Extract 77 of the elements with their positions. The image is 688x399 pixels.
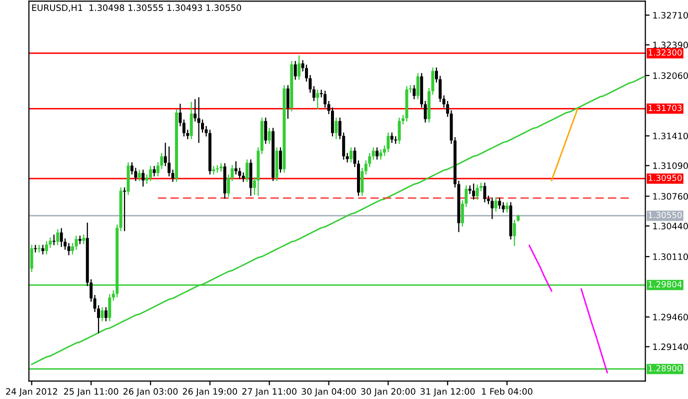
line-series bbox=[550, 108, 578, 182]
y-tick-label: 1.29460 bbox=[653, 314, 688, 320]
candlestick bbox=[316, 90, 320, 110]
candlestick bbox=[45, 241, 48, 254]
candlestick bbox=[34, 244, 37, 253]
candlestick bbox=[483, 182, 486, 202]
ref-line-label: 1.32300 bbox=[648, 49, 682, 56]
x-tick-label: 26 Jan 03:00 bbox=[123, 388, 178, 396]
line-series bbox=[528, 244, 552, 292]
y-tick-label: 1.32390 bbox=[653, 42, 688, 48]
x-tick-label: 31 Jan 12:00 bbox=[420, 388, 475, 396]
candlestick bbox=[268, 128, 271, 144]
candlestick bbox=[494, 198, 498, 212]
candlestick bbox=[104, 307, 108, 322]
candlestick bbox=[372, 147, 375, 160]
candlestick bbox=[502, 202, 505, 213]
candlestick bbox=[197, 97, 200, 143]
y-tick-label: 1.31410 bbox=[653, 132, 688, 140]
ref-line-label: 1.30550 bbox=[648, 212, 682, 218]
candlestick bbox=[142, 170, 145, 187]
candlestick bbox=[376, 147, 379, 160]
candlestick bbox=[472, 184, 476, 200]
candlestick bbox=[123, 187, 126, 232]
candlestick bbox=[360, 168, 364, 196]
line-series bbox=[30, 76, 646, 366]
candlestick bbox=[294, 61, 297, 80]
candlestick bbox=[512, 220, 516, 246]
y-tick-label: 1.31090 bbox=[653, 162, 688, 170]
x-tick-label: 27 Jan 11:00 bbox=[242, 388, 296, 396]
y-tick-label: 1.30760 bbox=[653, 193, 688, 200]
candlestick bbox=[412, 85, 416, 100]
candlestick bbox=[279, 147, 282, 173]
candlestick bbox=[264, 118, 268, 144]
candlestick bbox=[152, 166, 156, 176]
ref-line-label: 1.29804 bbox=[648, 281, 682, 288]
y-tick-label: 1.29140 bbox=[653, 344, 688, 350]
candlestick bbox=[350, 147, 353, 162]
x-tick-label: 1 Feb 04:00 bbox=[482, 388, 532, 395]
line-series bbox=[580, 288, 608, 374]
candlestick bbox=[394, 136, 398, 144]
candlestick bbox=[149, 166, 152, 181]
candlestick bbox=[286, 85, 290, 119]
candlestick bbox=[30, 244, 34, 272]
candlestick bbox=[386, 132, 390, 152]
candlestick bbox=[38, 244, 41, 253]
ref-line-label: 1.30950 bbox=[648, 174, 682, 181]
candlestick bbox=[379, 149, 382, 160]
x-tick-label: 26 Jan 19:00 bbox=[182, 388, 238, 396]
x-tick-label: 30 Jan 20:00 bbox=[361, 388, 416, 396]
candlestick bbox=[56, 229, 60, 246]
candlestick bbox=[416, 73, 420, 100]
candlestick bbox=[498, 198, 502, 209]
x-tick-label: 24 Jan 2012 bbox=[6, 388, 58, 396]
candlestick bbox=[424, 100, 427, 122]
candlestick bbox=[334, 118, 338, 140]
y-tick-label: 1.32060 bbox=[653, 72, 688, 79]
x-tick-label: 30 Jan 04:00 bbox=[302, 388, 356, 396]
ref-line-label: 1.31703 bbox=[648, 104, 682, 112]
chart-title: EURUSD,H1 1.30498 1.30555 1.30493 1.30550 bbox=[32, 4, 242, 12]
candlestick bbox=[476, 184, 479, 200]
candlestick bbox=[190, 102, 193, 140]
y-tick-label: 1.32710 bbox=[653, 12, 688, 19]
candlestick bbox=[60, 228, 63, 247]
candlestick bbox=[108, 294, 112, 322]
candlestick bbox=[298, 55, 301, 80]
y-tick-label: 1.30440 bbox=[653, 222, 688, 230]
candlestick bbox=[506, 202, 508, 213]
x-tick-label: 25 Jan 11:00 bbox=[64, 388, 118, 396]
candlestick bbox=[138, 170, 141, 181]
candlestick bbox=[398, 118, 401, 144]
candlestick bbox=[67, 243, 70, 256]
candlestick bbox=[216, 165, 219, 173]
candlestick bbox=[246, 159, 249, 182]
y-tick-label: 1.30110 bbox=[653, 253, 688, 260]
ref-line-label: 1.28900 bbox=[648, 365, 682, 372]
candlestick bbox=[390, 132, 394, 143]
candlestick bbox=[490, 198, 494, 220]
